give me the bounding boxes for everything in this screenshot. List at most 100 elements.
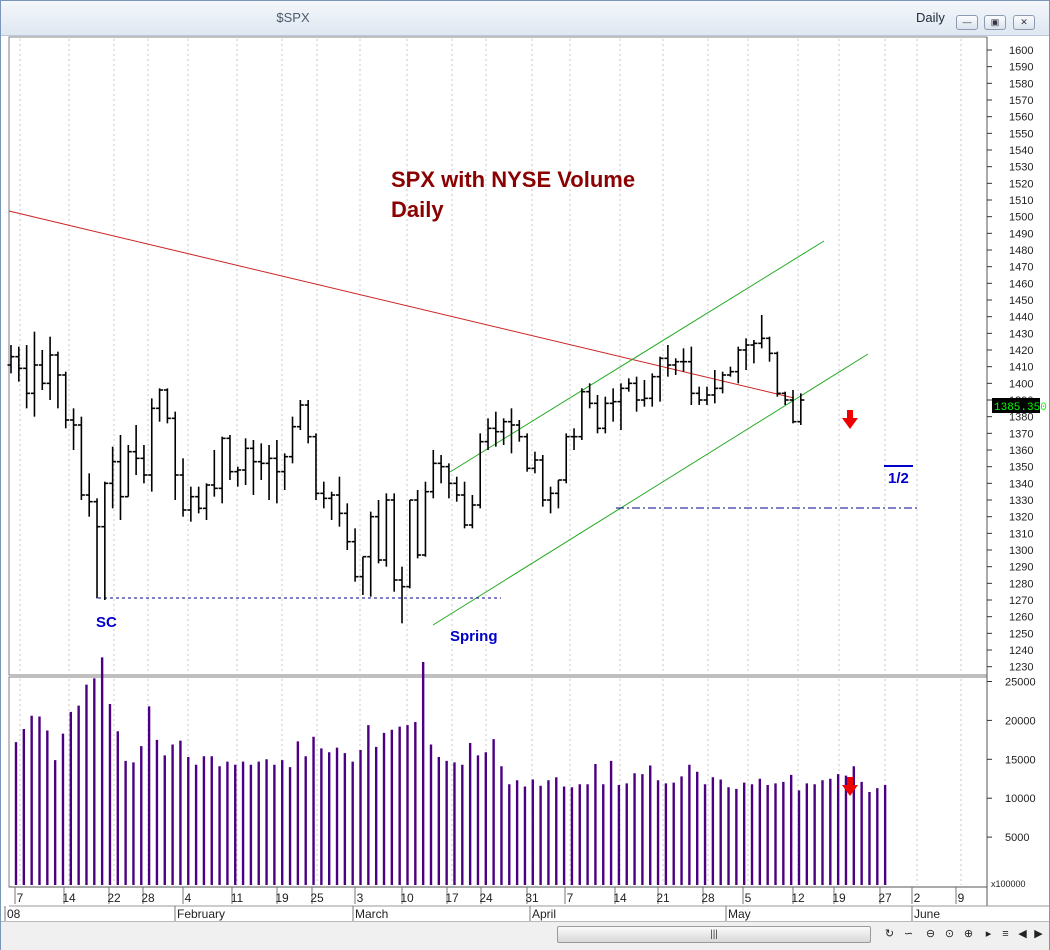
scroll-left-icon[interactable]: ◀ bbox=[1018, 928, 1027, 940]
volume-unit-label: x100000 bbox=[991, 879, 1026, 889]
volume-panel bbox=[8, 676, 988, 888]
price-bar bbox=[249, 440, 257, 496]
price-bar bbox=[468, 495, 476, 529]
price-bar bbox=[640, 380, 648, 407]
month-label: May bbox=[728, 907, 751, 921]
price-tick-label: 1230 bbox=[1009, 662, 1033, 674]
price-bar bbox=[515, 420, 523, 442]
price-tick-label: 1510 bbox=[1009, 195, 1033, 207]
minimize-button[interactable]: — bbox=[956, 15, 978, 30]
price-tick-label: 1270 bbox=[1009, 595, 1033, 607]
scroll-right-icon[interactable]: ▶ bbox=[1034, 928, 1043, 940]
price-bar bbox=[203, 483, 210, 521]
price-bar bbox=[562, 433, 570, 484]
price-bar bbox=[398, 566, 406, 624]
price-bar bbox=[601, 396, 609, 434]
price-bar bbox=[46, 336, 54, 401]
price-bar bbox=[15, 346, 23, 382]
price-tick-label: 1410 bbox=[1009, 362, 1033, 374]
date-tick-label: 14 bbox=[613, 891, 627, 905]
price-tick-label: 1280 bbox=[1009, 578, 1033, 590]
close-icon: ✕ bbox=[1020, 17, 1028, 27]
price-bar bbox=[375, 500, 383, 564]
volume-tick-label: 25000 bbox=[1005, 677, 1036, 689]
price-bar bbox=[766, 336, 774, 362]
price-tick-label: 1300 bbox=[1009, 545, 1033, 557]
price-bar bbox=[609, 388, 617, 422]
price-bar bbox=[289, 416, 297, 464]
chart-subtitle: Daily bbox=[391, 197, 444, 222]
price-bar bbox=[773, 351, 781, 397]
volume-down-arrow-icon bbox=[842, 777, 858, 796]
price-bar bbox=[367, 511, 375, 597]
price-bar bbox=[234, 466, 242, 487]
price-bar bbox=[734, 346, 742, 384]
price-bar bbox=[62, 371, 70, 429]
month-label: March bbox=[355, 907, 388, 921]
horizontal-scrollbar[interactable]: ||| bbox=[557, 926, 871, 943]
price-bar bbox=[124, 445, 132, 498]
price-tick-label: 1260 bbox=[1009, 612, 1033, 624]
month-label: February bbox=[177, 907, 225, 921]
restore-button[interactable]: ▣ bbox=[984, 15, 1006, 30]
price-tick-label: 1530 bbox=[1009, 162, 1033, 174]
price-bar bbox=[281, 453, 289, 491]
period-label[interactable]: Daily bbox=[916, 10, 945, 25]
price-bar bbox=[320, 481, 328, 509]
price-bar bbox=[453, 476, 461, 502]
volume-axis-ticks: 5000 10000 15000 20000 25000 bbox=[987, 677, 1036, 844]
price-tick-label: 1370 bbox=[1009, 428, 1033, 440]
date-tick-label: 19 bbox=[832, 891, 846, 905]
date-tick-label: 2 bbox=[914, 891, 921, 905]
price-bar bbox=[38, 350, 46, 391]
price-bar bbox=[70, 408, 78, 451]
zoom-fit-icon[interactable]: ⊙ bbox=[944, 928, 955, 940]
price-tick-label: 1420 bbox=[1009, 345, 1033, 357]
channel-upper-line bbox=[449, 240, 825, 473]
price-bar bbox=[101, 481, 109, 601]
price-bar bbox=[539, 455, 547, 507]
link-icon[interactable]: ∽ bbox=[903, 928, 914, 940]
price-tick-label: 1460 bbox=[1009, 278, 1033, 290]
price-bar bbox=[594, 395, 601, 434]
month-label: April bbox=[532, 907, 556, 921]
resistance-trendline bbox=[8, 210, 795, 399]
price-bar bbox=[617, 383, 625, 431]
zoom-in-icon[interactable]: ⊕ bbox=[963, 928, 974, 940]
title-bar[interactable]: $SPX Daily — ▣ ✕ bbox=[1, 1, 1049, 36]
bottom-toolbar: ||| ↻ ∽ ⊖ ⊙ ⊕ ▸ ≡ ◀ ▶ bbox=[1, 921, 1049, 950]
price-tick-label: 1470 bbox=[1009, 262, 1033, 274]
chart-area: 1230 1240 1250 1260 1270 1280 1290 1300 1310 1320… bbox=[4, 36, 1049, 921]
close-button[interactable]: ✕ bbox=[1013, 15, 1035, 30]
price-bar bbox=[437, 455, 445, 484]
zoom-out-icon[interactable]: ⊖ bbox=[925, 928, 936, 940]
price-bar bbox=[523, 433, 531, 472]
price-bar bbox=[140, 445, 148, 484]
price-bar bbox=[218, 436, 226, 504]
price-bar bbox=[507, 408, 515, 454]
date-tick-label: 21 bbox=[656, 891, 670, 905]
refresh-icon[interactable]: ↻ bbox=[884, 928, 895, 940]
price-tick-label: 1500 bbox=[1009, 212, 1033, 224]
price-bar bbox=[359, 555, 367, 596]
price-bar bbox=[23, 345, 31, 409]
price-tick-label: 1400 bbox=[1009, 378, 1033, 390]
price-bar bbox=[726, 366, 734, 377]
price-bar bbox=[116, 435, 124, 521]
price-bar bbox=[382, 493, 390, 567]
price-bar bbox=[351, 528, 359, 582]
month-label: June bbox=[914, 907, 940, 921]
price-bar bbox=[54, 351, 62, 409]
chart-title: SPX with NYSE Volume bbox=[391, 167, 635, 192]
menu-icon[interactable]: ≡ bbox=[1002, 928, 1009, 940]
date-tick-label: 4 bbox=[185, 891, 192, 905]
price-bar bbox=[492, 411, 500, 447]
price-tick-label: 1540 bbox=[1009, 145, 1033, 157]
price-bar bbox=[171, 411, 179, 501]
price-bar bbox=[328, 491, 336, 521]
scroll-end-icon[interactable]: ▸ bbox=[985, 928, 992, 940]
date-tick-label: 24 bbox=[479, 891, 493, 905]
date-tick-label: 9 bbox=[958, 891, 965, 905]
date-tick-label: 7 bbox=[567, 891, 574, 905]
price-tick-label: 1380 bbox=[1009, 412, 1033, 424]
